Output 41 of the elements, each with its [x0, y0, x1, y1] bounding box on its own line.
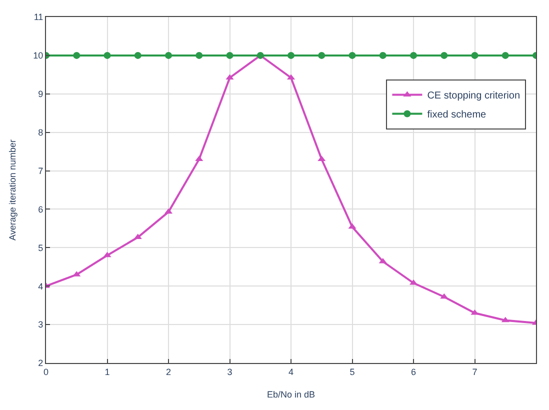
y-tick-label: 9 [38, 89, 44, 100]
x-tick-label: 5 [350, 366, 355, 377]
y-tick-label: 6 [38, 204, 44, 214]
point [502, 52, 509, 59]
point [379, 52, 386, 59]
y-axis-title: Average iteration number [8, 140, 18, 240]
point [348, 52, 356, 59]
point [165, 52, 172, 59]
point [134, 234, 142, 240]
point [134, 52, 142, 59]
legend-label: CE stopping criterion [427, 90, 520, 102]
y-tick-label: 7 [38, 166, 44, 176]
point [103, 252, 112, 258]
point [410, 52, 417, 59]
x-axis-title: Eb/No in dB [266, 390, 316, 400]
y-tick-label: 5 [38, 242, 44, 253]
x-tick-label: 3 [227, 366, 232, 377]
y-tick-label: 4 [38, 281, 44, 292]
point [318, 52, 326, 59]
point [348, 223, 356, 229]
point [471, 52, 478, 59]
x-tick-label: 6 [410, 366, 416, 377]
point [501, 316, 510, 322]
point [73, 52, 80, 59]
y-tick-label: 3 [38, 320, 44, 330]
x-tick-label: 0 [43, 366, 49, 377]
y-tick-label: 8 [38, 127, 44, 138]
x-tick-label: 7 [472, 366, 478, 377]
point [226, 52, 234, 59]
point [104, 52, 111, 59]
y-tick-label: 10 [33, 50, 44, 61]
point [288, 52, 294, 59]
x-tick-label: 4 [288, 366, 294, 377]
point [440, 293, 448, 299]
y-tick-label: 2 [38, 358, 44, 368]
y-tick-label: 11 [34, 12, 44, 22]
point [440, 52, 448, 59]
x-tick-label: 1 [104, 366, 110, 377]
point [196, 52, 203, 59]
x-tick-label: 2 [166, 366, 172, 377]
legend-label: fixed scheme [427, 110, 487, 121]
